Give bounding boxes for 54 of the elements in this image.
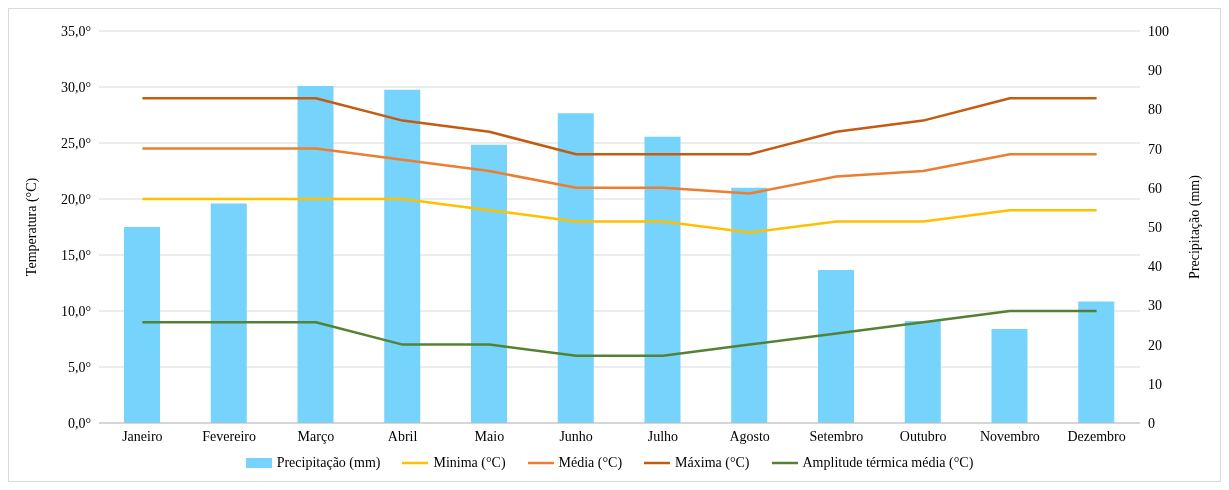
line-series bbox=[141, 96, 1098, 156]
bar bbox=[644, 136, 681, 423]
x-tick-label: Setembro bbox=[809, 428, 864, 444]
bar bbox=[818, 270, 854, 423]
y2-tick-label: 90 bbox=[1148, 63, 1162, 79]
y2-tick-label: 50 bbox=[1148, 219, 1162, 235]
y2-tick-label: 70 bbox=[1148, 141, 1162, 157]
x-tick-label: Fevereiro bbox=[202, 428, 256, 444]
y2-tick-label: 20 bbox=[1148, 337, 1162, 353]
x-tick-label: Agosto bbox=[729, 428, 770, 444]
legend-label: Máxima (°C) bbox=[675, 455, 750, 471]
legend-label: Média (°C) bbox=[558, 455, 623, 471]
x-tick-label: Dezembro bbox=[1067, 428, 1126, 444]
bar bbox=[731, 187, 768, 423]
y-tick-label: 10,0° bbox=[60, 303, 91, 319]
bar bbox=[991, 328, 1028, 423]
y-tick-label: 0,0° bbox=[67, 415, 91, 431]
x-tick-label: Março bbox=[297, 428, 335, 444]
bar bbox=[471, 144, 507, 423]
y2-tick-label: 100 bbox=[1148, 23, 1169, 39]
y2-tick-label: 60 bbox=[1148, 180, 1162, 196]
x-tick-label: Janeiro bbox=[122, 428, 163, 444]
bar bbox=[124, 227, 160, 423]
y-tick-label: 20,0° bbox=[60, 191, 91, 207]
y2-tick-label: 30 bbox=[1148, 298, 1162, 314]
y2-tick-label: 40 bbox=[1148, 259, 1162, 275]
y2-tick-label: 10 bbox=[1148, 376, 1162, 392]
y2-axis-title: Precipitação (mm) bbox=[1186, 174, 1203, 279]
legend-label: Amplitude térmica média (°C) bbox=[802, 455, 974, 471]
y-axis-title: Temperatura (°C) bbox=[23, 177, 40, 277]
y2-tick-label: 0 bbox=[1148, 415, 1155, 431]
legend-label: Precipitação (mm) bbox=[276, 455, 381, 471]
line-series bbox=[141, 147, 1098, 195]
y2-tick-label: 80 bbox=[1148, 102, 1162, 118]
bar bbox=[210, 203, 247, 423]
x-tick-label: Maio bbox=[474, 428, 505, 444]
line-series bbox=[141, 197, 1098, 234]
bar bbox=[297, 85, 334, 423]
line-series bbox=[141, 309, 1098, 358]
y-tick-label: 35,0° bbox=[60, 23, 91, 39]
x-tick-label: Julho bbox=[647, 428, 679, 444]
bar bbox=[384, 89, 421, 423]
y-tick-label: 15,0° bbox=[60, 247, 91, 263]
x-tick-label: Outubro bbox=[899, 428, 947, 444]
x-tick-label: Abril bbox=[387, 428, 418, 444]
x-tick-label: Novembro bbox=[979, 428, 1040, 444]
bar bbox=[557, 113, 594, 423]
bar bbox=[904, 321, 941, 423]
y-tick-label: 25,0° bbox=[60, 135, 91, 151]
y-tick-label: 5,0° bbox=[67, 359, 91, 375]
x-tick-label: Junho bbox=[559, 428, 593, 444]
legend-label: Minima (°C) bbox=[433, 455, 506, 471]
bar bbox=[1078, 301, 1115, 423]
y-tick-label: 30,0° bbox=[60, 79, 91, 95]
